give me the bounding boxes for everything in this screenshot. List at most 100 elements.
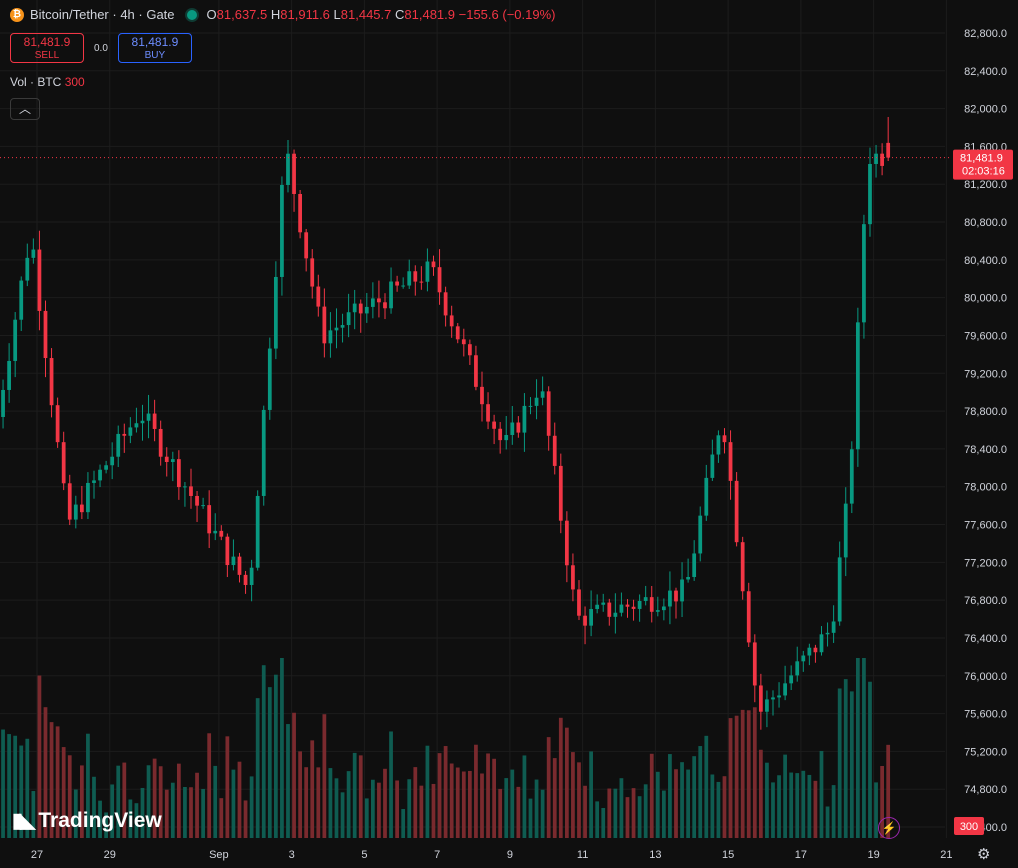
candle xyxy=(49,358,54,406)
volume-bar xyxy=(558,717,563,838)
candle xyxy=(346,312,351,326)
volume-bar xyxy=(37,675,42,838)
volume-bar xyxy=(831,785,836,838)
volume-bar xyxy=(716,781,721,838)
volume-bar xyxy=(516,786,521,838)
volume-bar xyxy=(789,772,794,838)
price-tick-label: 80,400.0 xyxy=(964,255,1007,267)
volume-bar xyxy=(692,756,697,838)
volume-bar xyxy=(607,788,612,838)
sell-button[interactable]: 81,481.9 SELL xyxy=(10,33,84,63)
volume-bar xyxy=(237,761,242,838)
time-tick-label: 15 xyxy=(722,849,734,861)
candle xyxy=(758,685,763,712)
candle xyxy=(79,504,84,513)
candle xyxy=(419,281,424,283)
candle xyxy=(661,606,666,611)
volume-bar xyxy=(686,769,690,838)
symbol-title[interactable]: Bitcoin/Tether · 4h · Gate xyxy=(30,7,175,22)
volume-badge: 300 xyxy=(954,817,984,835)
candle xyxy=(37,249,42,311)
close-value: 81,481.9 xyxy=(404,7,455,22)
volume-bar xyxy=(722,776,727,838)
lightning-icon[interactable]: ⚡ xyxy=(878,817,900,839)
volume-bar xyxy=(292,712,296,838)
volume-bar xyxy=(880,765,884,838)
volume-bar xyxy=(746,710,751,838)
change-value: −155.6 (−0.19%) xyxy=(458,7,556,22)
candle xyxy=(637,600,642,609)
volume-bar xyxy=(261,665,266,838)
tradingview-wordmark: TradingView xyxy=(38,808,162,832)
volume-bar xyxy=(407,779,412,838)
candle xyxy=(298,193,302,233)
volume-bar xyxy=(383,768,387,838)
volume-bar xyxy=(795,773,800,838)
candle xyxy=(710,454,715,478)
volume-badge-label: 300 xyxy=(960,821,978,833)
candle xyxy=(340,325,345,328)
volume-bar xyxy=(316,767,321,838)
candle xyxy=(716,435,721,455)
volume-bar xyxy=(140,787,145,838)
chevron-up-icon[interactable]: ︿ xyxy=(10,98,40,120)
candle xyxy=(231,556,236,566)
volume-bar xyxy=(358,755,363,838)
tradingview-logo[interactable]: ▮◣ TradingView xyxy=(12,808,162,833)
candle xyxy=(286,153,290,185)
volume-bar xyxy=(413,767,418,838)
time-tick-label: 17 xyxy=(795,849,807,861)
buy-button[interactable]: 81,481.9 BUY xyxy=(117,33,192,63)
volume-bar xyxy=(280,658,284,838)
candle xyxy=(358,303,363,314)
volume-bar xyxy=(176,763,181,838)
candle xyxy=(668,590,672,607)
volume-bar xyxy=(13,735,18,838)
price-tick-label: 79,600.0 xyxy=(964,330,1007,342)
candle xyxy=(534,397,539,406)
gear-icon[interactable]: ⚙ xyxy=(977,846,991,863)
volume-bar xyxy=(758,749,763,838)
candle xyxy=(777,695,781,698)
candle xyxy=(722,435,727,443)
volume-bar xyxy=(589,751,593,838)
volume-bar xyxy=(401,809,406,838)
time-tick-label: 11 xyxy=(577,849,588,861)
candle xyxy=(558,465,563,521)
candle xyxy=(601,602,606,605)
candle xyxy=(364,306,369,314)
volume-bar xyxy=(819,750,824,838)
price-tick-label: 79,200.0 xyxy=(964,368,1007,380)
candle xyxy=(67,483,72,520)
price-tick-label: 78,400.0 xyxy=(964,444,1007,456)
candle xyxy=(740,542,745,592)
volume-bar xyxy=(67,755,72,838)
volume-bar xyxy=(801,770,806,838)
ohlc-values: O81,637.5 H81,911.6 L81,445.7 C81,481.9 … xyxy=(206,7,556,22)
candle xyxy=(680,579,684,602)
volume-legend[interactable]: Vol · BTC 300 xyxy=(10,75,85,89)
candle xyxy=(86,482,90,513)
candle xyxy=(377,298,381,303)
candle xyxy=(874,153,878,164)
candle xyxy=(486,404,490,422)
volume-bar xyxy=(146,765,151,838)
candle xyxy=(316,286,321,307)
candles xyxy=(1,116,891,730)
candle xyxy=(140,420,145,424)
volume-bar xyxy=(122,762,127,838)
spread-value: 0.0 xyxy=(94,42,108,54)
volume-bar xyxy=(425,745,430,838)
price-tick-label: 76,400.0 xyxy=(964,633,1007,645)
volume-bar xyxy=(710,774,715,838)
candle xyxy=(352,303,357,313)
volume-bar xyxy=(7,734,11,838)
volume-bar xyxy=(92,776,96,838)
candle xyxy=(886,142,891,158)
candle xyxy=(249,567,254,585)
volume-bar xyxy=(777,775,781,838)
volume-bar xyxy=(528,798,533,838)
volume-bar xyxy=(298,751,302,838)
volume-bar xyxy=(643,784,648,838)
